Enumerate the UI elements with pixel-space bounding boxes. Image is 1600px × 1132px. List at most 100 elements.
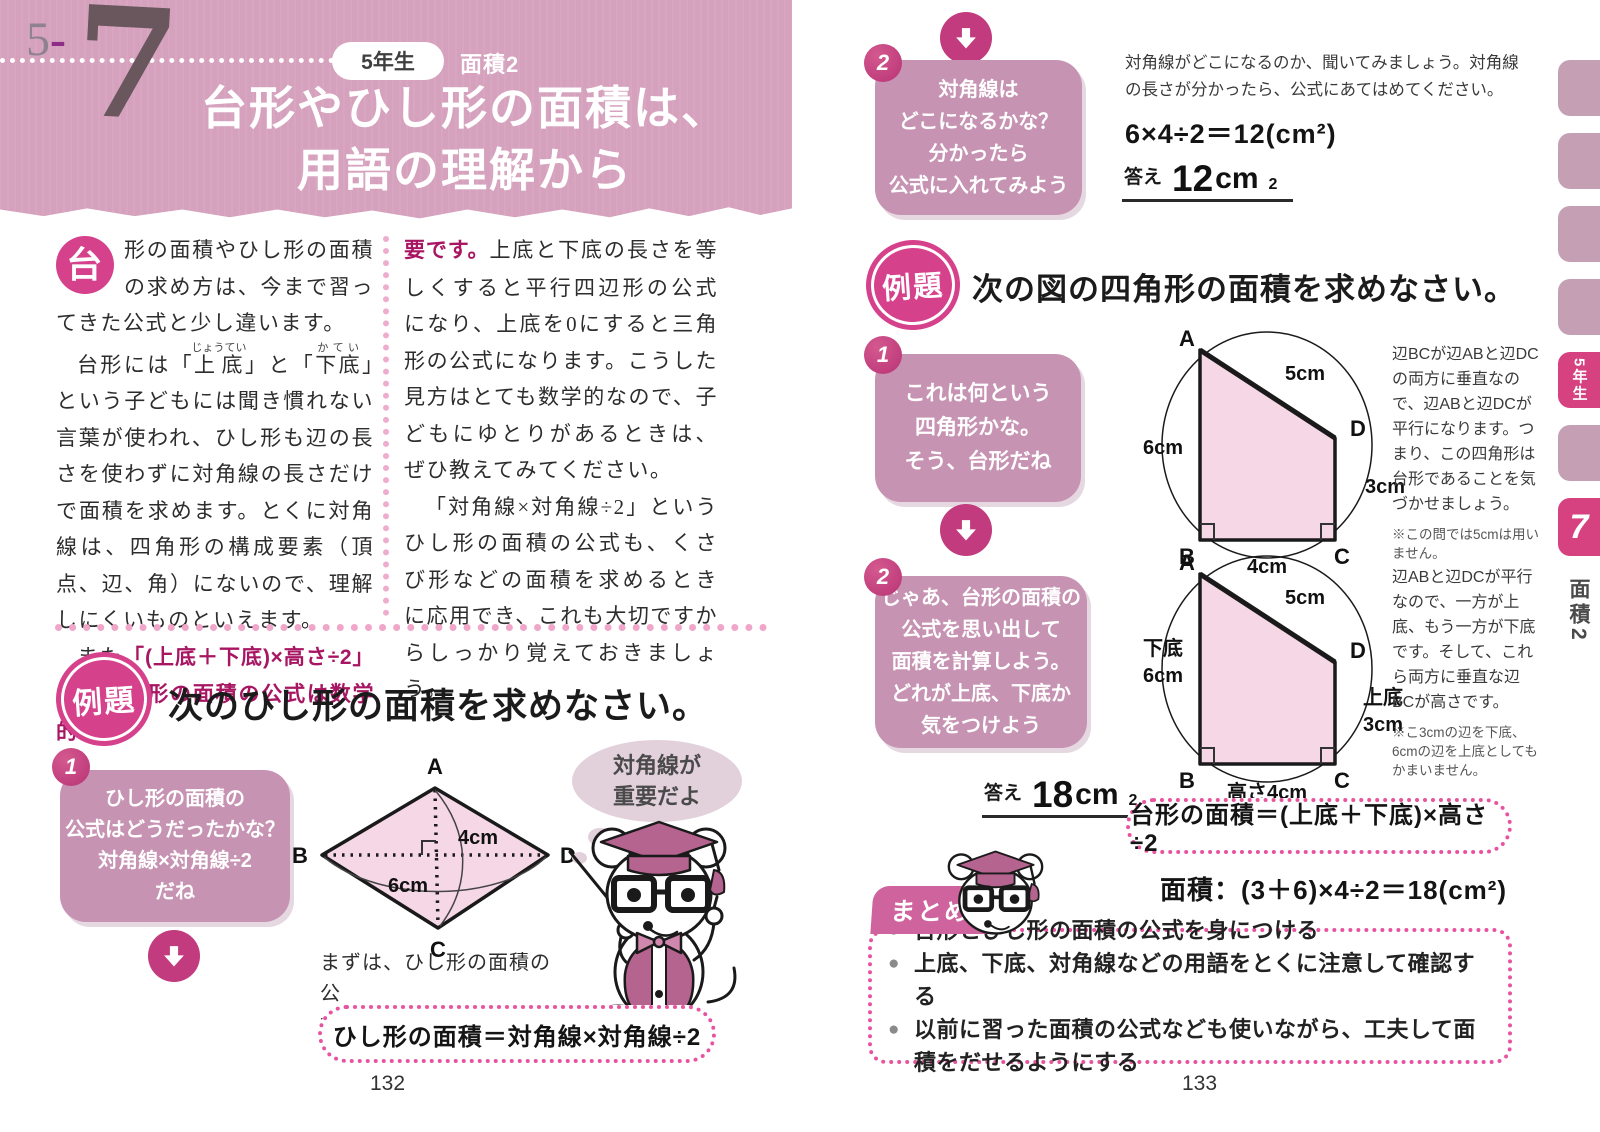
side-dc-term: 上底 bbox=[1363, 685, 1403, 709]
intro-paragraph-4: 要です。上底と下底の長さを等しくすると平行四辺形の公式になり、上底を0にすると三… bbox=[404, 232, 718, 489]
answer-sup: 2 bbox=[1268, 176, 1278, 193]
lesson-prefix: 5- bbox=[26, 12, 66, 67]
term-katei-base: 下底 bbox=[315, 352, 363, 377]
step2-number-top: 2 bbox=[864, 44, 902, 82]
step2-bubble-top: 対角線は どこになるかな？ 分かったら 公式に入れてみよう bbox=[875, 60, 1082, 215]
side-bc-label: 4cm bbox=[1247, 556, 1287, 578]
sidebar-tab-grade: 5年生 bbox=[1558, 352, 1600, 408]
sidenote-2-footnote: ※こ3cmの辺を下底、6cmの辺を上底としてもかまいません。 bbox=[1392, 725, 1538, 778]
vertex-a: A bbox=[427, 754, 443, 779]
rhombus-diagram: A B C D 4cm 6cm bbox=[292, 754, 576, 962]
intro-p4-rest: 上底と下底の長さを等しくすると平行四辺形の公式になり、上底を0にすると三角形の公… bbox=[404, 238, 718, 482]
side-ab-term: 下底 bbox=[1143, 636, 1183, 660]
trapezoid-formula-box: 台形の面積＝(上底＋下底)×高さ÷2 bbox=[1126, 798, 1512, 857]
answer-unit: cm bbox=[1075, 778, 1119, 811]
mouse-mascot bbox=[568, 820, 737, 1037]
bullet-icon: ● bbox=[888, 952, 900, 974]
rhombus-formula-box: ひし形の面積＝対角線×対角線÷2 bbox=[318, 1005, 716, 1063]
side-ab-label: 6cm bbox=[1143, 437, 1183, 459]
step2-bubble-bottom: じゃあ、台形の面積の 公式を思い出して 面積を計算しよう。 どれが上底、下底か … bbox=[875, 576, 1087, 748]
intro-p2-pre: 台形には「 bbox=[77, 352, 195, 377]
sidenote-1-text: 辺BCが辺ABと辺DCの両方に垂直なので、辺ABと辺DCが平行になります。つまり… bbox=[1392, 346, 1539, 513]
page-title-line2: 用語の理解から bbox=[297, 145, 633, 196]
summary-item: ● 以前に習った面積の公式なども使いながら、工夫して面積をだせるようにする bbox=[888, 1013, 1492, 1079]
side-dc-label: 3cm bbox=[1365, 476, 1405, 498]
summary-item: ● 上底、下底、対角線などの用語をとくに注意して確認する bbox=[888, 947, 1492, 1013]
rhombus-equation: 6×4÷2＝12(cm²) bbox=[1125, 119, 1337, 149]
answer-18: 答え 18 cm 2 bbox=[982, 774, 1154, 818]
answer-label: 答え bbox=[1124, 167, 1163, 188]
answer-value: 18 bbox=[1032, 774, 1074, 815]
vertex-c: C bbox=[1334, 544, 1350, 569]
answer-12: 答え 12 cm 2 bbox=[1122, 158, 1294, 202]
intro-p2-mid: 」と「 bbox=[244, 352, 316, 377]
intro-paragraph-1: 台形の面積やひし形の面積の求め方は、今まで習ってきた公式と少し違います。 bbox=[56, 232, 374, 342]
vertex-d: D bbox=[560, 843, 576, 868]
answer-unit: cm bbox=[1215, 162, 1259, 195]
intro-column-2: 要です。上底と下底の長さを等しくすると平行四辺形の公式になり、上底を0にすると三… bbox=[404, 232, 718, 708]
vertex-c: C bbox=[430, 937, 446, 962]
section-divider bbox=[55, 624, 767, 631]
vertex-b: B bbox=[1179, 768, 1195, 793]
page-number-right: 133 bbox=[1182, 1072, 1218, 1095]
arrow-glyph bbox=[164, 946, 184, 967]
sidenote-1-footnote: ※この問では5cmは用いません。 bbox=[1392, 527, 1540, 561]
thought-bubble: 対角線が 重要だよ bbox=[572, 740, 742, 822]
answer-value: 12 bbox=[1172, 158, 1214, 199]
vertex-a: A bbox=[1179, 552, 1195, 575]
lesson-dash: - bbox=[50, 13, 66, 66]
mouse-head-mascot bbox=[947, 850, 1044, 935]
side-ad-label: 5cm bbox=[1285, 587, 1325, 609]
summary-item-text: 上底、下底、対角線などの用語をとくに注意して確認する bbox=[914, 950, 1476, 1009]
intro-p4-bold: 要です。 bbox=[404, 239, 490, 262]
sidebar-unit-label: 面積2 bbox=[1567, 578, 1590, 644]
chapter-header: 5- 7 5年生 面積2 台形やひし形の面積は、 用語の理解から bbox=[0, 0, 792, 219]
grade-badge: 5年生 bbox=[332, 42, 444, 80]
sidebar-tab-lesson: 7 bbox=[1558, 498, 1600, 556]
down-arrow-icon bbox=[940, 12, 992, 64]
step1-number-left: 1 bbox=[52, 748, 90, 786]
intro-p1-text: 形の面積やひし形の面積の求め方は、今まで習ってきた公式と少し違います。 bbox=[56, 238, 374, 335]
step1-number-right: 1 bbox=[864, 336, 902, 374]
arrow-glyph bbox=[956, 28, 976, 49]
side-ad-label: 5cm bbox=[1285, 363, 1325, 385]
step2-number-bottom: 2 bbox=[864, 558, 902, 596]
sidenote-2-text: 辺ABと辺DCが平行なので、一方が上底、もう一方が下底です。そして、これら両方に… bbox=[1392, 569, 1536, 711]
intro-column-1: 台形の面積やひし形の面積の求め方は、今まで習ってきた公式と少し違います。 台形に… bbox=[56, 232, 374, 751]
answer-label: 答え bbox=[984, 783, 1023, 804]
sidebar-tab bbox=[1558, 133, 1600, 189]
side-ab-value: 6cm bbox=[1143, 665, 1183, 687]
sidebar-tab bbox=[1558, 60, 1600, 116]
diagonal-note: 対角線がどこになるのか、聞いてみましょう。対角線の長さが分かったら、公式にあては… bbox=[1125, 54, 1519, 99]
vertex-a: A bbox=[1179, 328, 1195, 351]
diagonal-h-label: 6cm bbox=[388, 875, 428, 897]
dropcap: 台 bbox=[56, 236, 114, 294]
example-badge-right: 例題 bbox=[862, 236, 964, 334]
summary-box: ● 台形とひし形の面積の公式を身につける ● 上底、下底、対角線などの用語をとく… bbox=[868, 918, 1512, 1075]
sidebar-tab bbox=[1558, 279, 1600, 335]
side-dc-value: 3cm bbox=[1363, 714, 1403, 736]
sidebar-tab bbox=[1558, 425, 1600, 481]
term-joutei-ruby: じょうてい bbox=[191, 341, 247, 354]
vertex-d: D bbox=[1350, 416, 1366, 441]
bullet-icon: ● bbox=[888, 1018, 900, 1040]
lesson-prefix-number: 5 bbox=[26, 13, 50, 66]
unit-label: 面積2 bbox=[460, 52, 520, 77]
header-dotted-line bbox=[0, 58, 334, 63]
trapezoid-diagram-1: A B C D 5cm 6cm 3cm 4cm bbox=[1143, 328, 1405, 578]
column-divider bbox=[383, 236, 389, 616]
diagonal-v-label: 4cm bbox=[458, 827, 498, 849]
vertex-b: B bbox=[1179, 544, 1195, 569]
term-joutei-base: 上底 bbox=[191, 352, 247, 377]
intro-paragraph-2: 台形には「上底じょうてい」と「下底かてい」という子どもには聞き慣れない言葉が使わ… bbox=[56, 342, 374, 639]
arrow-glyph bbox=[956, 520, 976, 541]
intro-paragraph-5: 「対角線×対角線÷2」というひし形の面積の公式も、くさび形などの面積を求めるとき… bbox=[404, 494, 718, 702]
sidebar-tab bbox=[1558, 206, 1600, 262]
vertex-b: B bbox=[292, 843, 308, 868]
intro-p2-post: 」という子どもには聞き慣れない言葉が使われ、ひし形も辺の長さを使わずに対角線の長… bbox=[56, 352, 375, 633]
trapezoid-equation: 面積：(3＋6)×4÷2＝18(cm²) bbox=[1160, 875, 1508, 905]
example2-title: 次の図の四角形の面積を求めなさい。 bbox=[972, 272, 1516, 307]
down-arrow-icon bbox=[148, 930, 200, 982]
example1-title: 次のひし形の面積を求めなさい。 bbox=[168, 687, 709, 726]
